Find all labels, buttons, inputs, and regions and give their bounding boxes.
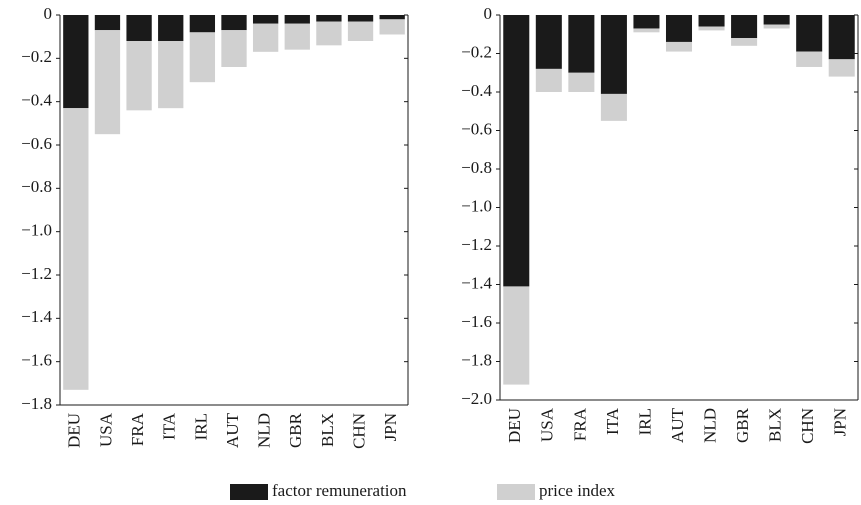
bar-segment (379, 19, 405, 35)
bar-segment (731, 15, 758, 39)
x-tick-label: USA (538, 407, 557, 442)
bar-segment (600, 93, 627, 121)
bar-segment (535, 15, 562, 69)
bar-segment (284, 23, 310, 50)
bar-segment (126, 41, 152, 111)
y-tick-label: −0.4 (461, 81, 492, 100)
bar-segment (316, 21, 342, 46)
y-tick-label: −1.2 (21, 264, 52, 283)
x-tick-label: BLX (766, 408, 785, 442)
y-tick-label: −1.4 (461, 273, 492, 292)
y-tick-label: −1.6 (21, 351, 52, 370)
bar-segment (252, 23, 279, 52)
bar-segment (698, 26, 725, 31)
x-tick-label: JPN (831, 408, 850, 436)
y-tick-label: −1.8 (461, 350, 492, 369)
y-tick-label: −0.8 (461, 158, 492, 177)
bar-segment (158, 15, 184, 41)
y-tick-label: −0.4 (21, 91, 52, 110)
bar-segment (665, 15, 693, 42)
x-tick-label: IRL (191, 413, 210, 440)
bar-segment (633, 28, 660, 33)
x-tick-label: BLX (318, 413, 337, 447)
x-tick-label: GBR (733, 407, 752, 443)
x-tick-label: GBR (286, 412, 305, 448)
bar-segment (503, 286, 530, 385)
y-tick-label: −1.2 (461, 235, 492, 254)
x-tick-label: JPN (381, 413, 400, 441)
bar-segment (347, 21, 374, 41)
y-tick-label: −0.8 (21, 177, 52, 196)
legend-swatch (230, 484, 268, 500)
bar-segment (221, 15, 247, 31)
bar-segment (796, 15, 823, 52)
x-tick-label: DEU (505, 408, 524, 443)
x-tick-label: CHN (349, 413, 368, 449)
bar-segment (665, 41, 693, 52)
bar-segment (221, 30, 247, 68)
bar-segment (633, 15, 660, 29)
y-tick-label: −0.2 (21, 47, 52, 66)
bar-segment (731, 38, 758, 46)
bar-segment (763, 24, 790, 29)
bar-segment (535, 68, 562, 92)
y-tick-label: −0.6 (21, 134, 52, 153)
bar-segment (698, 15, 725, 27)
x-tick-label: FRA (128, 412, 147, 446)
bar-segment (796, 51, 823, 67)
y-tick-label: −2.0 (461, 389, 492, 408)
y-tick-label: 0 (44, 4, 53, 23)
y-tick-label: 0 (484, 4, 493, 23)
y-tick-label: −0.2 (461, 42, 492, 61)
x-tick-label: AUT (223, 412, 242, 448)
y-tick-label: −1.0 (461, 196, 492, 215)
x-tick-label: FRA (570, 407, 589, 441)
bar-segment (379, 15, 405, 20)
bar-segment (568, 15, 595, 73)
bar-segment (63, 108, 89, 390)
x-tick-label: NLD (700, 408, 719, 443)
y-tick-label: −0.6 (461, 119, 492, 138)
y-tick-label: −1.0 (21, 221, 52, 240)
x-tick-label: AUT (668, 407, 687, 443)
bar-segment (189, 32, 216, 83)
bar-segment (158, 41, 184, 109)
bar-segment (828, 59, 855, 77)
y-tick-label: −1.6 (461, 312, 492, 331)
x-tick-label: ITA (603, 407, 622, 435)
bar-segment (94, 15, 121, 31)
x-tick-label: IRL (635, 408, 654, 435)
x-tick-label: NLD (255, 413, 274, 448)
bar-segment (347, 15, 374, 22)
legend-swatch (497, 484, 535, 500)
y-tick-label: −1.4 (21, 307, 52, 326)
x-tick-label: ITA (160, 412, 179, 440)
bar-segment (126, 15, 152, 41)
bar-segment (568, 72, 595, 92)
bar-segment (600, 15, 627, 94)
bar-segment (316, 15, 342, 22)
bar-segment (284, 15, 310, 24)
x-tick-label: CHN (798, 408, 817, 444)
bar-segment (94, 30, 121, 135)
bar-segment (503, 15, 530, 287)
legend-label: factor remuneration (272, 481, 407, 500)
bar-segment (763, 15, 790, 25)
legend-label: price index (539, 481, 615, 500)
x-tick-label: USA (96, 412, 115, 447)
y-tick-label: −1.8 (21, 394, 52, 413)
bar-segment (63, 15, 89, 109)
bar-segment (828, 15, 855, 60)
x-tick-label: DEU (65, 413, 84, 448)
bar-segment (252, 15, 279, 24)
bar-segment (189, 15, 216, 33)
